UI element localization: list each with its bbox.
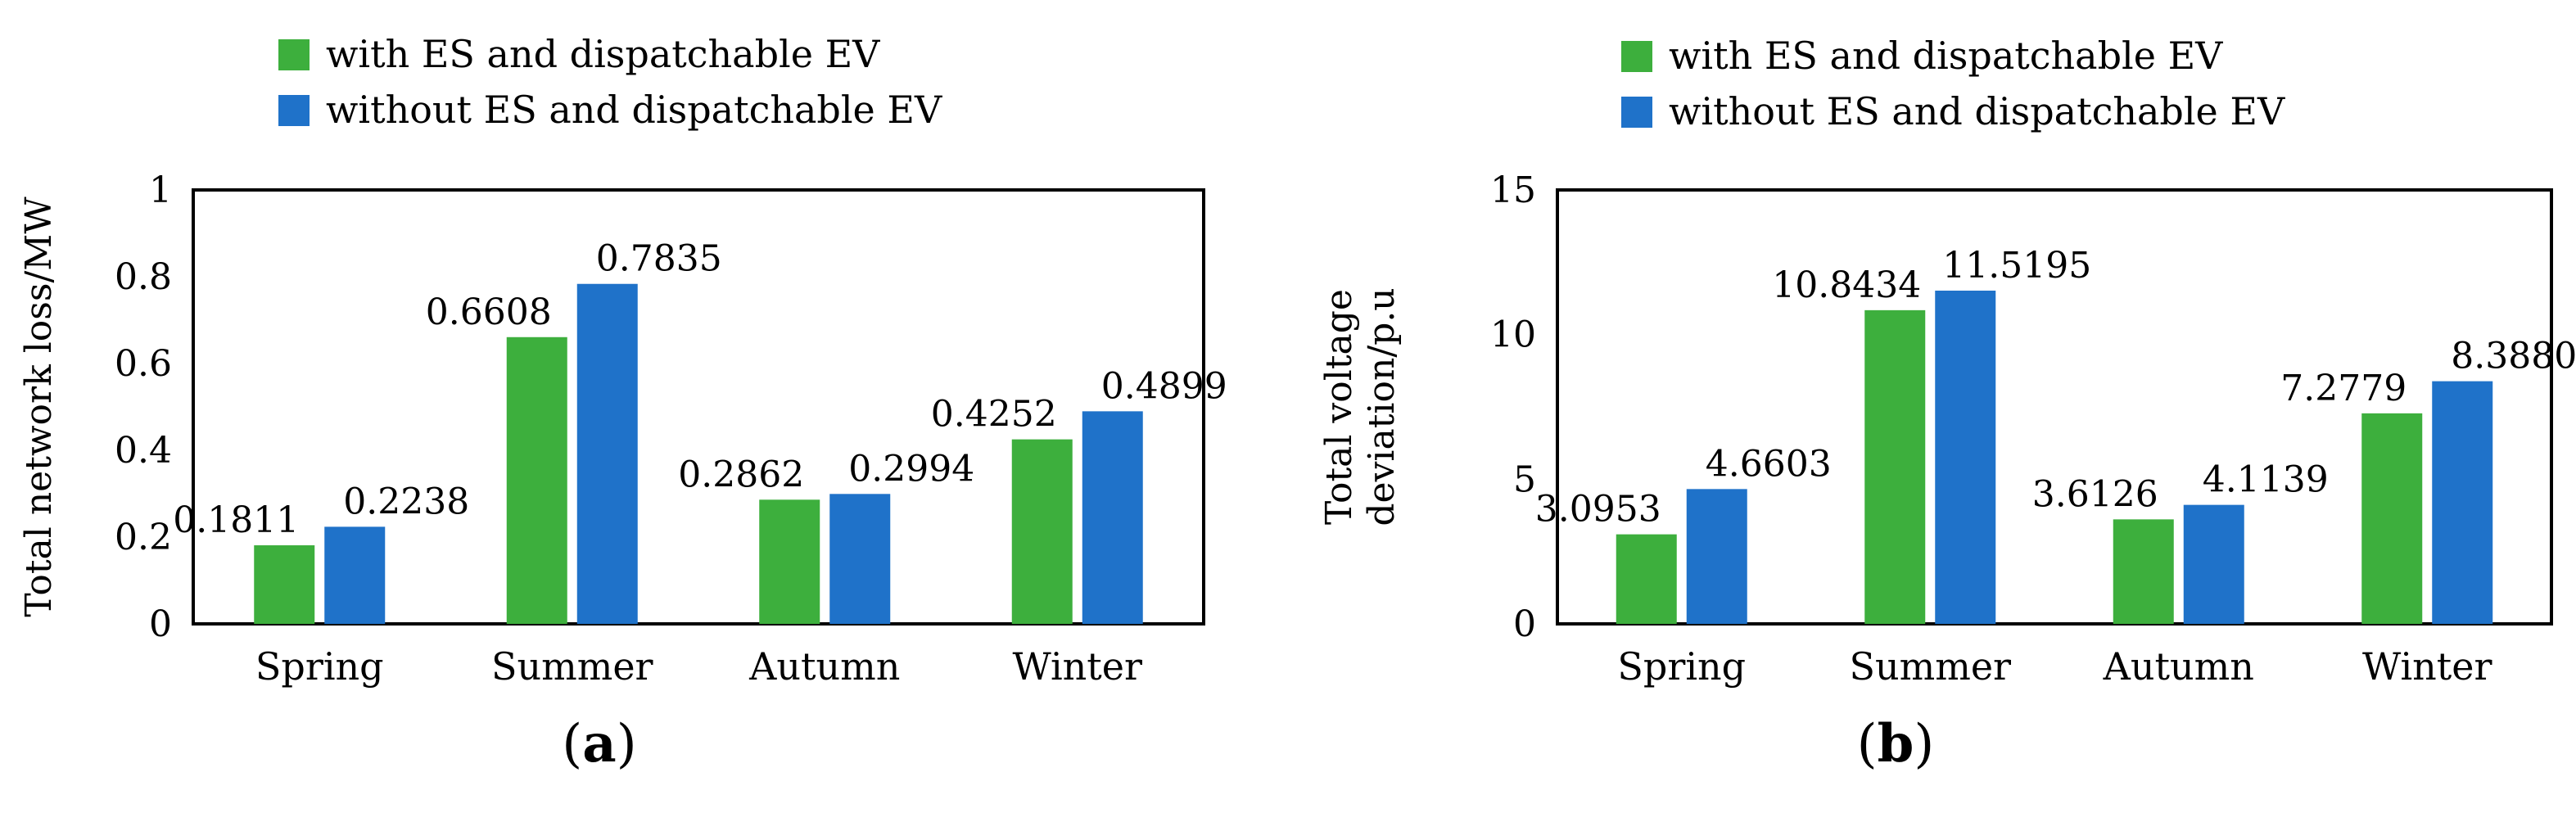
panel-label: (b) <box>1857 713 1935 775</box>
bar-with-summer <box>506 336 567 624</box>
bar-with-autumn <box>759 499 820 624</box>
y-tick-label: 0 <box>149 603 172 645</box>
data-label-with-winter: 0.4252 <box>931 394 1057 436</box>
y-axis-label-line: deviation/p.u <box>1361 287 1403 526</box>
panel-label: (a) <box>562 713 636 775</box>
data-label-without-winter: 0.4899 <box>1101 365 1227 407</box>
data-label-without-spring: 0.2238 <box>343 481 469 522</box>
y-tick-label: 0 <box>1513 603 1536 645</box>
y-tick-label: 0.8 <box>115 256 172 298</box>
data-label-with-spring: 0.1811 <box>173 499 299 541</box>
y-tick-label: 10 <box>1490 314 1536 356</box>
category-label-winter: Winter <box>1012 644 1142 689</box>
bar-without-winter <box>1082 411 1143 624</box>
bar-with-spring <box>1616 534 1677 624</box>
panel-paren-close: ) <box>617 714 637 775</box>
category-label-summer: Summer <box>491 644 653 689</box>
y-tick-label: 5 <box>1513 458 1536 500</box>
y-tick-label: 0.2 <box>115 517 172 558</box>
y-tick-label: 15 <box>1490 169 1536 211</box>
data-label-with-autumn: 3.6126 <box>2032 473 2158 515</box>
y-tick-label: 1 <box>149 169 172 211</box>
legend-label-with: with ES and dispatchable EV <box>326 32 880 76</box>
panel-letter: a <box>582 713 616 775</box>
y-tick-label: 0.4 <box>115 430 172 472</box>
legend-label-with: with ES and dispatchable EV <box>1669 34 2223 78</box>
data-label-without-spring: 4.6603 <box>1706 443 1832 485</box>
data-label-without-summer: 0.7835 <box>596 238 722 280</box>
data-label-with-winter: 7.2779 <box>2280 368 2407 409</box>
bar-without-spring <box>1686 489 1747 624</box>
data-label-with-summer: 0.6608 <box>426 291 552 333</box>
bar-without-summer <box>576 283 638 624</box>
bar-without-winter <box>2432 381 2493 624</box>
bar-without-spring <box>324 526 386 624</box>
data-label-without-autumn: 0.2994 <box>848 448 974 490</box>
y-axis-label: Total voltagedeviation/p.u <box>1318 287 1403 526</box>
y-tick-label: 0.6 <box>115 343 172 385</box>
bar-with-winter <box>2361 413 2423 624</box>
plot-frame <box>1556 188 2553 626</box>
category-label-summer: Summer <box>1849 644 2011 689</box>
data-label-with-autumn: 0.2862 <box>678 454 804 495</box>
y-axis-label: Total network loss/MW <box>18 196 60 617</box>
bar-with-summer <box>1864 309 1926 624</box>
plot-frame <box>192 188 1205 626</box>
bar-without-summer <box>1935 290 1996 624</box>
category-label-winter: Winter <box>2362 644 2492 689</box>
panel-paren-close: ) <box>1914 714 1934 775</box>
legend-label-without: without ES and dispatchable EV <box>326 88 942 132</box>
panel-paren-open: ( <box>562 714 582 775</box>
legend-swatch-without <box>278 95 310 126</box>
panel-letter: b <box>1878 713 1914 775</box>
data-label-without-summer: 11.5195 <box>1942 245 2091 287</box>
legend-swatch-with <box>1621 41 1652 72</box>
bar-with-spring <box>254 545 315 624</box>
legend-label-without: without ES and dispatchable EV <box>1669 89 2285 133</box>
bar-without-autumn <box>2183 504 2244 624</box>
panel-paren-open: ( <box>1857 714 1878 775</box>
legend-swatch-with <box>278 39 310 70</box>
data-label-without-autumn: 4.1139 <box>2203 459 2329 501</box>
bar-without-autumn <box>829 494 891 624</box>
category-label-autumn: Autumn <box>748 644 900 689</box>
bar-with-winter <box>1011 439 1073 624</box>
data-label-with-summer: 10.8434 <box>1772 264 1921 306</box>
data-label-without-winter: 8.3880 <box>2451 336 2576 377</box>
category-label-spring: Spring <box>1617 644 1746 689</box>
bar-with-autumn <box>2113 519 2174 624</box>
data-label-with-spring: 3.0953 <box>1535 489 1661 531</box>
y-axis-label-line: Total network loss/MW <box>18 196 60 617</box>
category-label-spring: Spring <box>255 644 384 689</box>
legend-swatch-without <box>1621 97 1652 128</box>
y-axis-label-line: Total voltage <box>1318 289 1360 525</box>
chart-panel-b: with ES and dispatchable EV without ES an… <box>1318 34 2576 775</box>
chart-panel-a: with ES and dispatchable EV without ES an… <box>18 32 1227 775</box>
category-label-autumn: Autumn <box>2103 644 2254 689</box>
